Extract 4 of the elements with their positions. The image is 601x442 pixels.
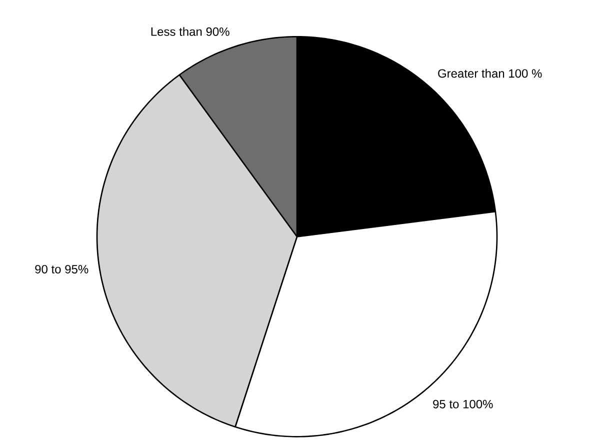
slice-label: Less than 90% <box>151 27 230 36</box>
slice-label: 90 to 95% <box>35 264 88 274</box>
slice-label: 95 to 100% <box>433 400 493 408</box>
slice-label: Greater than 100 % <box>438 68 542 78</box>
